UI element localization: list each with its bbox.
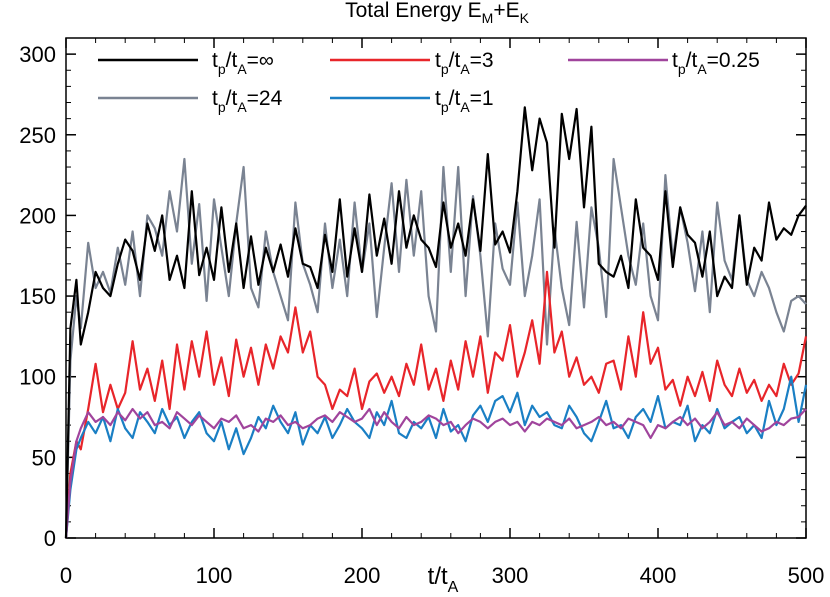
title-main: Total Energy E	[345, 0, 482, 22]
series-lines	[64, 106, 808, 539]
legend-label-4: tp/tA=0.25	[672, 49, 760, 77]
legend-part: t	[212, 87, 218, 110]
x-tick-label: 300	[492, 563, 529, 588]
legend-part: p	[678, 61, 686, 77]
legend-part: p	[441, 61, 449, 77]
y-tick-label: 150	[19, 284, 56, 309]
x-tick-label: 200	[344, 563, 381, 588]
legend-part: p	[218, 99, 226, 115]
legend-part: A	[237, 61, 247, 77]
legend-part: t	[435, 87, 441, 110]
series-line-4	[64, 407, 807, 539]
legend-part: A	[460, 99, 470, 115]
legend-part: /t	[226, 87, 238, 110]
y-tick-label: 300	[19, 42, 56, 67]
xlabel-sub: A	[448, 579, 459, 596]
legend-part: A	[237, 99, 247, 115]
axis-ticks: 0 100 200 300 400 500 0 50 100 150 200 250 300	[19, 37, 825, 588]
x-tick-label: 100	[196, 563, 233, 588]
legend-part: p	[218, 61, 226, 77]
legend-part: t	[435, 49, 441, 72]
y-tick-label: 0	[44, 526, 56, 551]
legend-part: /t	[449, 49, 461, 72]
legend-part: A	[697, 61, 707, 77]
x-axis-label: t/tA	[428, 563, 459, 596]
legend-part: =24	[247, 87, 283, 110]
x-tick-label: 0	[60, 563, 72, 588]
y-tick-label: 250	[19, 123, 56, 148]
legend-label-3: tp/tA=1	[435, 87, 494, 115]
legend-part: /t	[449, 87, 461, 110]
legend-part: =∞	[247, 49, 274, 72]
plot-frame	[65, 37, 807, 539]
legend-part: =3	[470, 49, 494, 72]
legend-part: =1	[470, 87, 494, 110]
series-line-0	[64, 106, 807, 539]
legend-part: A	[460, 61, 470, 77]
chart-title: Total Energy EM+EK	[345, 0, 530, 26]
legend-part: /t	[686, 49, 698, 72]
title-sub-m: M	[482, 10, 494, 26]
title-sub-k: K	[520, 10, 530, 26]
legend-part: t	[212, 49, 218, 72]
legend-part: /t	[226, 49, 238, 72]
series-line-3	[64, 375, 808, 539]
legend-part: p	[441, 99, 449, 115]
y-tick-label: 100	[19, 365, 56, 390]
y-tick-label: 200	[19, 203, 56, 228]
series-line-2	[64, 270, 808, 539]
y-tick-label: 50	[32, 445, 56, 470]
legend-part: =0.25	[707, 49, 760, 72]
legend-label-1: tp/tA=24	[212, 87, 283, 115]
x-tick-label: 500	[788, 563, 825, 588]
title-plus: +E	[493, 0, 519, 22]
xlabel-main: t/t	[428, 563, 448, 590]
legend-part: t	[672, 49, 678, 72]
x-tick-label: 400	[640, 563, 677, 588]
legend-label-0: tp/tA=∞	[212, 49, 274, 77]
legend-label-2: tp/tA=3	[435, 49, 494, 77]
